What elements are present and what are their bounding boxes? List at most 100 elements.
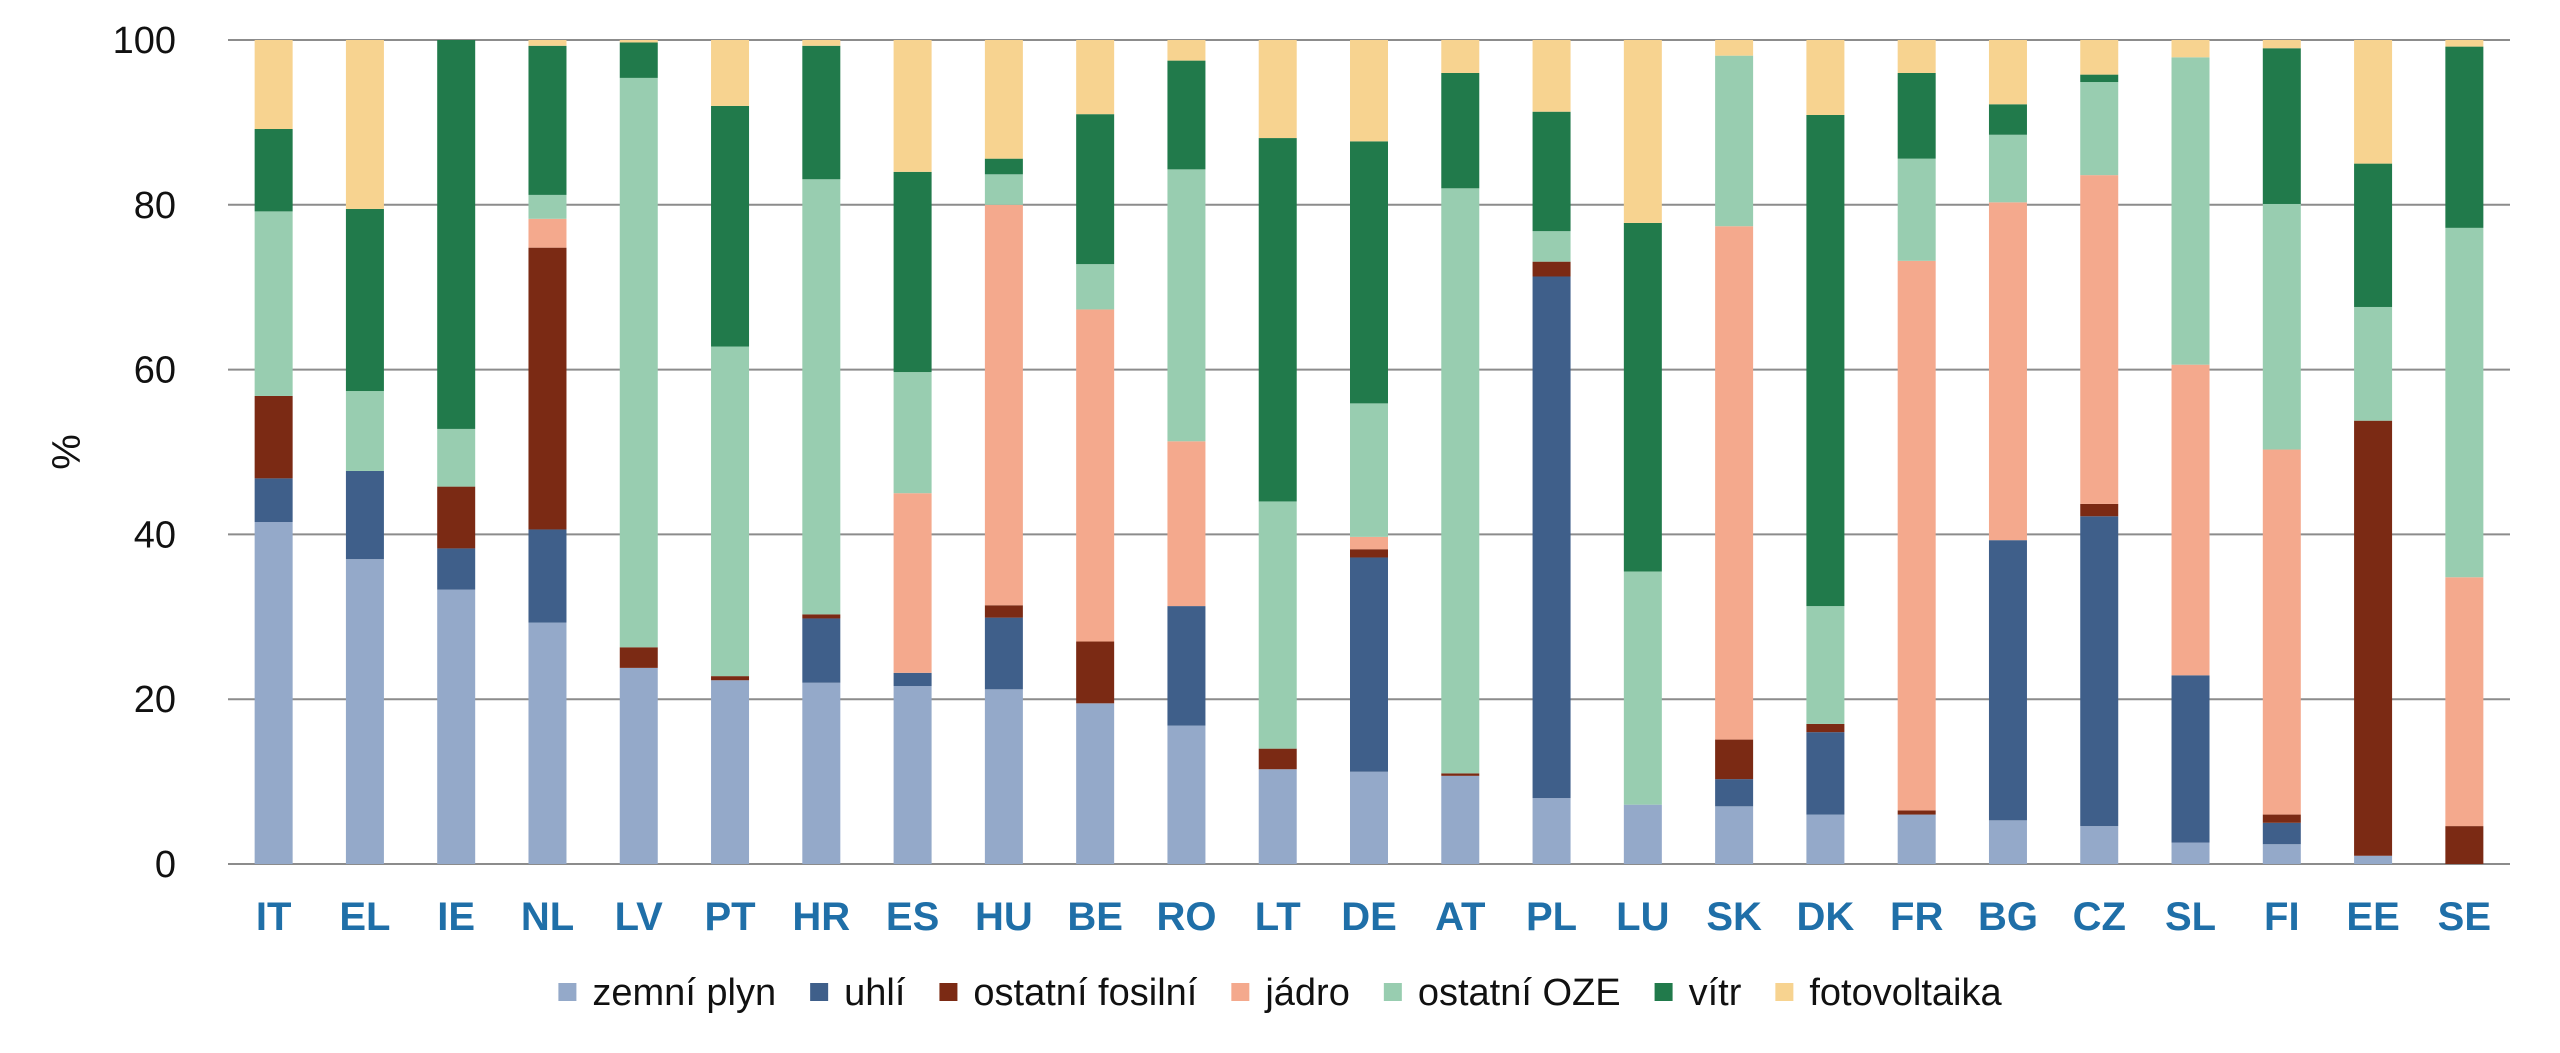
bar-segment-dk-ostatni-fosilni	[1806, 723, 1845, 733]
x-tick-label-fr: FR	[1890, 895, 1943, 939]
bar-segment-de-jadro	[1350, 536, 1388, 550]
bar-segment-el-ostatni-oze	[345, 391, 384, 471]
bar-segment-hu-fotovoltaika	[984, 40, 1023, 159]
x-tick-label-lt: LT	[1255, 895, 1301, 939]
x-tick-label-pt: PT	[704, 895, 755, 939]
bar-segment-dk-uhli	[1806, 732, 1845, 815]
legend-swatch	[939, 983, 958, 1001]
y-tick-label: 100	[113, 20, 176, 62]
legend-label: fotovoltaika	[1809, 972, 2002, 1014]
bar-segment-it-uhli	[254, 478, 293, 523]
bar-segment-lt-fotovoltaika	[1258, 40, 1297, 139]
bar-segment-de-vitr	[1350, 141, 1388, 404]
bar-segment-es-fotovoltaika	[893, 40, 932, 172]
legend-swatch	[810, 983, 829, 1001]
bar-segment-lu-zemni-plyn	[1623, 804, 1662, 864]
legend-label: ostatní fosilní	[973, 972, 1197, 1014]
bar-segment-lt-ostatni-fosilni	[1258, 748, 1297, 770]
bar-segment-it-vitr	[254, 128, 293, 212]
x-tick-label-nl: NL	[521, 895, 574, 939]
y-tick-label: 60	[134, 350, 176, 392]
bar-segment-bg-zemni-plyn	[1988, 820, 2027, 864]
bar-segment-at-zemni-plyn	[1441, 775, 1480, 864]
bar-segment-bg-fotovoltaika	[1988, 40, 2027, 105]
bar-segment-lv-ostatni-oze	[619, 77, 658, 648]
x-tick-label-sl: SL	[2165, 895, 2216, 939]
bar-segment-at-ostatni-oze	[1441, 188, 1480, 774]
bar-segment-se-ostatni-fosilni	[2445, 826, 2484, 864]
legend-swatch	[1654, 983, 1673, 1001]
bar-segment-hr-vitr	[802, 45, 841, 180]
x-tick-label-cz: CZ	[2073, 895, 2126, 939]
bar-segment-sk-zemni-plyn	[1715, 806, 1754, 864]
bar-segment-at-ostatni-fosilni	[1441, 773, 1480, 776]
bar-segment-se-vitr	[2445, 46, 2484, 228]
y-tick-label: 0	[155, 844, 176, 886]
x-tick-label-ee: EE	[2346, 895, 2399, 939]
bar-segment-hu-ostatni-oze	[984, 174, 1023, 205]
bar-segment-nl-uhli	[528, 529, 567, 623]
bar-segment-hr-ostatni-oze	[802, 179, 841, 615]
bar-segment-bg-ostatni-oze	[1988, 134, 2027, 203]
legend-item-ostatni-fosilni: ostatní fosilní	[939, 972, 1198, 1014]
bar-segment-bg-vitr	[1988, 104, 2027, 135]
bar-segment-el-vitr	[345, 208, 384, 392]
legend-swatch	[558, 983, 577, 1001]
bar-segment-nl-vitr	[528, 45, 567, 195]
bar-segment-cz-ostatni-fosilni	[2080, 503, 2119, 517]
bar-segment-lv-ostatni-fosilni	[619, 647, 658, 668]
legend-item-uhli: uhlí	[810, 972, 906, 1014]
bar-segment-fi-ostatni-oze	[2262, 203, 2301, 450]
bar-segment-dk-vitr	[1806, 114, 1845, 607]
x-tick-label-sk: SK	[1706, 895, 1762, 939]
bar-segment-ro-ostatni-oze	[1167, 169, 1206, 442]
y-tick-label: 20	[134, 679, 176, 721]
x-tick-label-fi: FI	[2264, 895, 2300, 939]
x-tick-label-bg: BG	[1978, 895, 2038, 939]
bar-segment-fr-ostatni-fosilni	[1897, 810, 1936, 815]
legend: zemní plyn uhlí ostatní fosilní jádro ostatn…	[558, 972, 2002, 1014]
bar-segment-sl-zemni-plyn	[2171, 842, 2210, 864]
bar-segment-de-uhli	[1350, 557, 1388, 772]
bar-segment-es-jadro	[893, 493, 932, 673]
bar-segment-hu-ostatni-fosilni	[984, 605, 1023, 618]
bar-segment-at-fotovoltaika	[1441, 40, 1480, 73]
bars	[254, 40, 2484, 864]
bar-segment-cz-vitr	[2080, 74, 2119, 83]
y-tick-label: 40	[134, 514, 176, 556]
bar-segment-sk-ostatni-oze	[1715, 55, 1754, 227]
bar-segment-nl-zemni-plyn	[528, 622, 567, 864]
bar-segment-fr-vitr	[1897, 72, 1936, 159]
legend-label: ostatní OZE	[1418, 972, 1621, 1014]
bar-segment-hu-jadro	[984, 204, 1023, 606]
bar-segment-el-fotovoltaika	[345, 40, 384, 209]
legend-swatch	[1775, 983, 1794, 1001]
bar-segment-be-vitr	[1076, 114, 1115, 265]
bar-segment-cz-ostatni-oze	[2080, 82, 2119, 176]
bar-segment-sk-fotovoltaika	[1715, 40, 1754, 56]
bar-segment-dk-ostatni-oze	[1806, 606, 1845, 724]
bar-segment-hr-uhli	[802, 618, 841, 683]
bar-segment-de-ostatni-fosilni	[1350, 549, 1388, 558]
bar-segment-lt-zemni-plyn	[1258, 769, 1297, 864]
x-tick-label-be: BE	[1067, 895, 1123, 939]
bar-segment-at-vitr	[1441, 72, 1480, 189]
bar-segment-ro-vitr	[1167, 60, 1206, 170]
bar-segment-fi-ostatni-fosilni	[2262, 814, 2301, 823]
bar-segment-es-vitr	[893, 171, 932, 373]
bar-segment-el-uhli	[345, 470, 384, 560]
legend-item-jadro: jádro	[1231, 972, 1350, 1014]
bar-segment-pt-vitr	[711, 105, 750, 347]
bar-segment-fi-vitr	[2262, 48, 2301, 204]
bar-segment-pt-zemni-plyn	[711, 680, 750, 864]
axes: 0 20 40 60 80 100% IT EL IE NL LV PT HR ES HU BE RO LT DE A…	[45, 20, 2491, 939]
bar-segment-hu-uhli	[984, 617, 1023, 690]
bar-segment-lt-ostatni-oze	[1258, 501, 1297, 749]
legend-swatch	[1383, 983, 1402, 1001]
bar-segment-fi-jadro	[2262, 449, 2301, 815]
bar-segment-ee-vitr	[2354, 163, 2393, 307]
bar-segment-ee-ostatni-fosilni	[2354, 420, 2393, 856]
x-tick-label-lu: LU	[1616, 895, 1669, 939]
bar-segment-lv-zemni-plyn	[619, 667, 658, 864]
bar-segment-ie-ostatni-fosilni	[437, 486, 476, 549]
